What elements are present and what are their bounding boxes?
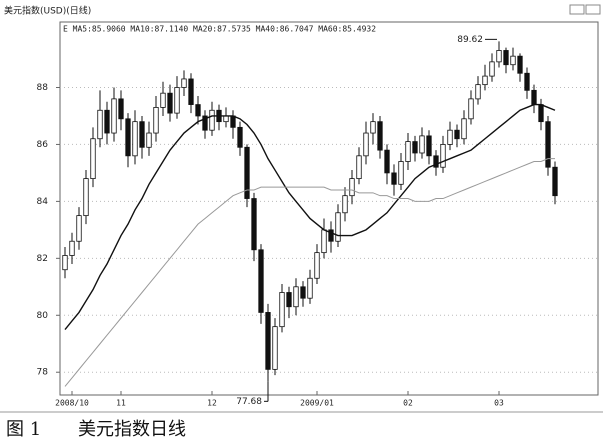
x-tick-label: 12 <box>207 399 217 408</box>
candle-body <box>118 98 124 120</box>
candle-body <box>125 118 131 157</box>
ma-line <box>64 158 555 387</box>
candle-body <box>230 115 236 128</box>
x-tick-label: 2008/10 <box>55 399 89 408</box>
candle-body <box>412 141 418 154</box>
candle-body <box>160 92 166 108</box>
candle-body <box>447 129 453 145</box>
candle-body <box>391 172 397 185</box>
candle-body <box>265 312 271 370</box>
x-tick-label: 2009/01 <box>300 399 334 408</box>
y-tick-label: 84 <box>37 197 49 207</box>
window-button[interactable] <box>569 4 585 15</box>
candle-body <box>377 121 383 151</box>
candle-body <box>300 286 306 299</box>
candle-body <box>153 107 159 134</box>
candle-body <box>342 195 348 214</box>
ma-legend: E MA5:85.9060 MA10:87.1140 MA20:87.5735 … <box>63 25 376 34</box>
candle-body <box>293 286 299 308</box>
candle-body <box>496 50 502 63</box>
x-tick-label: 03 <box>494 399 504 408</box>
caption-number: 图 1 <box>6 419 41 440</box>
candle-body <box>279 292 285 328</box>
candle-body <box>188 78 194 105</box>
candle-body <box>314 252 320 279</box>
candle-body <box>181 78 187 88</box>
candle-body <box>76 215 82 242</box>
candle-body <box>433 155 439 168</box>
candle-body <box>454 129 460 140</box>
caption-title: 美元指数日线 <box>78 419 186 440</box>
candle-body <box>517 55 523 74</box>
candle-body <box>272 326 278 370</box>
candle-body <box>307 277 313 299</box>
candle-body <box>209 109 215 131</box>
candle-body <box>286 292 292 308</box>
candle-body <box>489 61 495 77</box>
candle-body <box>258 249 264 313</box>
candle-body <box>503 50 509 66</box>
candle-body <box>174 87 180 114</box>
candle-body <box>419 135 425 154</box>
candle-body <box>405 141 411 162</box>
candle-body <box>321 229 327 254</box>
candle-body <box>251 198 257 251</box>
candle-body <box>62 255 68 271</box>
candle-body <box>384 149 390 174</box>
x-tick-label: 11 <box>116 399 126 408</box>
candle-body <box>195 104 201 117</box>
candle-body <box>349 178 355 197</box>
candle-body <box>69 240 75 256</box>
candle-body <box>132 121 138 157</box>
y-tick-label: 88 <box>37 83 49 93</box>
plot-frame <box>59 21 599 396</box>
candle-body <box>83 178 89 217</box>
high-label: 89.62 <box>457 35 483 45</box>
candle-body <box>328 229 334 242</box>
window-button[interactable] <box>585 4 601 15</box>
candle-body <box>97 109 103 140</box>
candle-body <box>167 92 173 114</box>
candle-body <box>426 135 432 157</box>
candle-body <box>531 89 537 105</box>
candle-body <box>440 144 446 168</box>
y-tick-label: 82 <box>37 254 48 264</box>
candle-body <box>335 212 341 242</box>
y-tick-label: 86 <box>37 140 49 150</box>
candle-body <box>468 98 474 120</box>
candle-body <box>111 98 117 134</box>
candle-body <box>524 72 530 91</box>
x-tick-label: 02 <box>403 399 413 408</box>
candle-body <box>223 115 229 123</box>
candle-body <box>202 115 208 131</box>
y-tick-label: 78 <box>37 368 49 378</box>
candle-body <box>146 132 152 148</box>
candle-body <box>510 55 516 66</box>
candle-body <box>545 121 551 168</box>
candle-body <box>104 109 110 134</box>
candle-body <box>244 146 250 199</box>
low-label: 77.68 <box>236 397 262 407</box>
candle-body <box>482 75 488 86</box>
candle-body <box>90 138 96 180</box>
candle-body <box>370 121 376 134</box>
candle-body <box>363 132 369 157</box>
candle-body <box>538 104 544 123</box>
ma-line <box>64 103 556 330</box>
candle-body <box>237 126 243 148</box>
chart-title: 美元指数(USD)(日线) <box>4 5 91 17</box>
candle-body <box>461 118 467 140</box>
candle-body <box>475 84 481 100</box>
candle-body <box>398 161 404 185</box>
y-tick-label: 80 <box>37 311 49 321</box>
candle-body <box>356 155 362 180</box>
candle-body <box>552 166 558 197</box>
candle-body <box>139 121 145 148</box>
